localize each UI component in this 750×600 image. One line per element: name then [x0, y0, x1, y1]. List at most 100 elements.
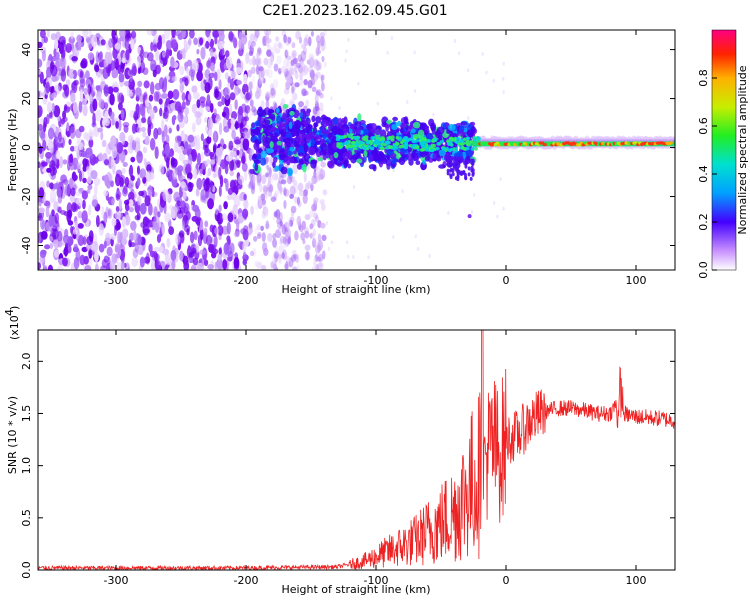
spectrogram-cell — [69, 126, 76, 139]
spectrogram-cell — [294, 119, 302, 129]
spectrogram-cell — [250, 205, 254, 215]
spectrogram-cell — [112, 47, 118, 60]
spectrogram-cell — [412, 121, 421, 129]
spectrogram-cell — [187, 144, 192, 155]
spectrogram-cell — [260, 67, 265, 79]
spectrogram-cell — [73, 243, 79, 252]
spectrogram-cell — [348, 144, 354, 149]
spectrogram-cell — [43, 36, 48, 43]
spectrogram-cell — [292, 266, 298, 270]
spectrogram-cell — [228, 31, 234, 42]
spectrogram-cell — [368, 164, 377, 170]
spectrogram-cell — [217, 224, 224, 236]
spectrogram-cell — [111, 197, 115, 206]
spectrogram-cell — [88, 204, 92, 216]
snr-scale-close: ) — [8, 306, 21, 310]
spectrogram-cell — [140, 126, 146, 133]
spectrogram-cell — [288, 257, 294, 268]
spectrogram-cell — [59, 156, 64, 169]
spectrogram-cell — [69, 225, 74, 234]
spectrogram-cell — [182, 159, 189, 165]
spectrogram-cell — [256, 175, 261, 185]
spectrogram-cell — [307, 180, 311, 189]
spectrogram-cell — [49, 163, 55, 177]
spectrogram-cell — [104, 51, 110, 65]
spectrogram-cell — [352, 255, 355, 260]
spectrogram-cell — [128, 179, 134, 191]
spectrogram-cell — [146, 30, 154, 36]
spectrogram-cell — [254, 227, 258, 235]
spectrogram-cell — [179, 181, 187, 189]
spectrogram-cell — [386, 163, 391, 170]
spectrogram-cell — [422, 144, 426, 149]
spectrogram-cell — [176, 200, 181, 207]
spectrogram-cell — [120, 254, 125, 264]
spectrogram-cell — [318, 173, 324, 181]
spectrogram-cell — [416, 246, 420, 251]
spectrogram-cell — [184, 62, 188, 68]
spectrogram-cell — [168, 49, 173, 57]
spectrogram-cell — [206, 59, 211, 68]
spectrogram-cell — [252, 154, 258, 160]
spectrogram-cell — [133, 229, 137, 241]
spectrogram-cell — [373, 135, 377, 140]
spectrogram-cell — [143, 80, 150, 89]
spectrogram-cell — [136, 165, 141, 175]
spectrogram-cell — [294, 82, 300, 88]
spectrogram-cell — [39, 30, 46, 39]
spectrogram-cell — [299, 133, 305, 140]
spectrogram-cell — [263, 57, 269, 66]
spectrogram-ytick-label: -40 — [20, 237, 33, 255]
spectrogram-cell — [88, 258, 93, 267]
spectrogram-cell — [267, 148, 275, 154]
spectrogram-cell — [209, 48, 213, 57]
spectrogram-cell — [243, 130, 249, 140]
spectrogram-cell — [302, 127, 310, 134]
spectrogram-cell — [282, 138, 291, 144]
spectrogram-cell — [94, 251, 99, 263]
spectrogram-cell — [129, 242, 136, 248]
spectrogram-cell — [124, 38, 129, 50]
spectrogram-cell — [104, 110, 109, 123]
spectrogram-cell — [153, 91, 160, 102]
spectrogram-cell — [292, 249, 297, 256]
spectrogram-cell — [329, 153, 335, 161]
spectrogram-cell — [271, 255, 276, 266]
spectrogram-cell — [441, 147, 447, 151]
spectrogram-cell — [178, 145, 185, 152]
spectrogram-cell — [82, 199, 86, 210]
spectrogram-cell — [300, 50, 307, 62]
spectrogram-cell — [131, 123, 137, 134]
spectrogram-cell — [286, 228, 292, 239]
spectrogram-cell — [299, 57, 304, 65]
spectrogram-cell — [502, 61, 506, 66]
spectrogram-cell — [226, 235, 231, 242]
spectrogram-cell — [241, 208, 249, 219]
snr-ytick-label: 1.0 — [20, 457, 33, 475]
spectrogram-cell — [119, 30, 126, 39]
spectrogram-cell — [155, 48, 160, 62]
spectrogram-cell — [38, 187, 45, 199]
spectrogram-cell — [146, 164, 152, 173]
spectrogram-cell — [304, 34, 310, 44]
spectrogram-cell — [196, 99, 201, 109]
spectrogram-cell — [249, 89, 253, 100]
spectrogram-cell — [466, 68, 470, 73]
spectrogram-cell — [214, 227, 220, 235]
spectrogram-cell — [369, 146, 375, 151]
spectrogram-cell — [319, 150, 327, 156]
spectrogram-cell — [218, 204, 222, 213]
spectrogram-cell — [435, 129, 441, 139]
spectrogram-cell — [270, 261, 274, 269]
spectrogram-cell — [268, 184, 274, 193]
spectrogram-cell — [56, 116, 61, 122]
spectrogram-cell — [245, 52, 250, 65]
spectrogram-cell — [120, 109, 125, 120]
spectrogram-cell — [282, 236, 287, 245]
spectrogram-cell — [461, 145, 465, 150]
spectrogram-cell — [38, 41, 43, 49]
spectrogram-cell — [187, 153, 193, 167]
spectrogram-cell — [65, 43, 72, 54]
spectrogram-cell — [38, 233, 42, 244]
